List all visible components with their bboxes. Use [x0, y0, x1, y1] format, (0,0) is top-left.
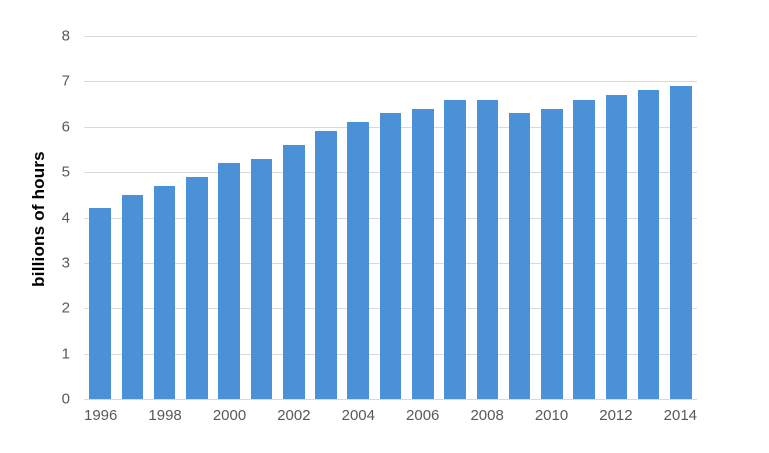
x-tick-label: 2006 — [406, 407, 440, 424]
x-tick-label: 2012 — [599, 407, 633, 424]
bar-2001 — [250, 158, 273, 399]
x-tick-slot-empty — [117, 407, 148, 424]
x-tick-label: 2004 — [341, 407, 375, 424]
x-tick-slot-empty — [633, 407, 664, 424]
bar-2007 — [444, 99, 466, 399]
gridline — [84, 81, 697, 83]
x-tick-label: 2002 — [277, 407, 311, 424]
y-tick-label: 0 — [61, 390, 70, 408]
bar-1997 — [121, 194, 144, 399]
bar-slot — [568, 36, 600, 399]
x-tick-slot-empty — [439, 407, 470, 424]
x-tick-label: 1998 — [148, 407, 182, 424]
y-tick-label: 7 — [61, 72, 70, 90]
bar-slot — [278, 36, 310, 399]
plot-area — [84, 36, 697, 400]
bar-slot — [245, 36, 277, 399]
y-tick-label: 3 — [61, 254, 70, 272]
bar-slot — [600, 36, 632, 399]
y-tick-label: 1 — [61, 345, 70, 363]
y-tick-label: 4 — [61, 209, 70, 226]
bar-2013 — [637, 90, 660, 399]
bar-slot — [503, 36, 535, 399]
x-tick-slot-empty — [311, 407, 342, 424]
bar-1999 — [186, 176, 208, 399]
gridline — [84, 399, 697, 400]
x-tick-label: 1996 — [84, 407, 118, 424]
bar-2005 — [379, 113, 402, 399]
bar-1996 — [89, 208, 111, 399]
bar-slot — [665, 36, 697, 399]
x-axis-tick-labels: 1996 1998 2000 2002 2004 2006 2008 2010 2012 2014 — [84, 407, 697, 424]
y-tick-label: 6 — [61, 118, 70, 136]
y-tick-label: 8 — [61, 27, 70, 45]
x-tick-slot-empty — [568, 407, 599, 424]
x-tick-label: 2010 — [534, 407, 569, 424]
x-tick-slot-empty — [504, 407, 535, 424]
bar-slot — [633, 36, 665, 399]
bar-slot — [84, 36, 116, 399]
bar-2014 — [670, 85, 692, 399]
bar-slot — [213, 36, 245, 399]
bar-slot — [407, 36, 439, 399]
y-tick-label: 2 — [61, 299, 70, 317]
bar-slot — [439, 36, 471, 399]
bar-slot — [374, 36, 406, 399]
bar-slot — [342, 36, 374, 399]
x-tick-label: 2014 — [663, 407, 698, 424]
bar-slot — [149, 36, 181, 399]
bar-2011 — [573, 99, 595, 399]
gridline — [84, 36, 697, 37]
bar-2010 — [541, 108, 563, 399]
bar-slot — [116, 36, 148, 399]
bar-2003 — [315, 131, 337, 399]
bar-2008 — [476, 99, 499, 399]
bar-1998 — [153, 185, 176, 399]
x-tick-slot-empty — [375, 407, 406, 424]
bar-2004 — [347, 122, 370, 399]
x-tick-label: 2000 — [212, 407, 247, 424]
bar-slot — [310, 36, 342, 399]
x-tick-label: 2008 — [470, 407, 504, 424]
bar-slot — [471, 36, 503, 399]
y-axis-tick-labels: 0 1 2 3 4 5 6 7 8 — [0, 28, 70, 408]
bar-series — [84, 36, 697, 399]
bar-2012 — [605, 95, 628, 399]
bar-2006 — [411, 108, 434, 399]
bar-slot — [536, 36, 568, 399]
bar-2009 — [508, 113, 531, 399]
y-tick-label: 5 — [61, 163, 70, 181]
bar-slot — [181, 36, 213, 399]
x-tick-slot-empty — [182, 407, 213, 424]
bar-2002 — [282, 144, 305, 399]
bar-2000 — [218, 163, 240, 399]
x-tick-slot-empty — [246, 407, 277, 424]
